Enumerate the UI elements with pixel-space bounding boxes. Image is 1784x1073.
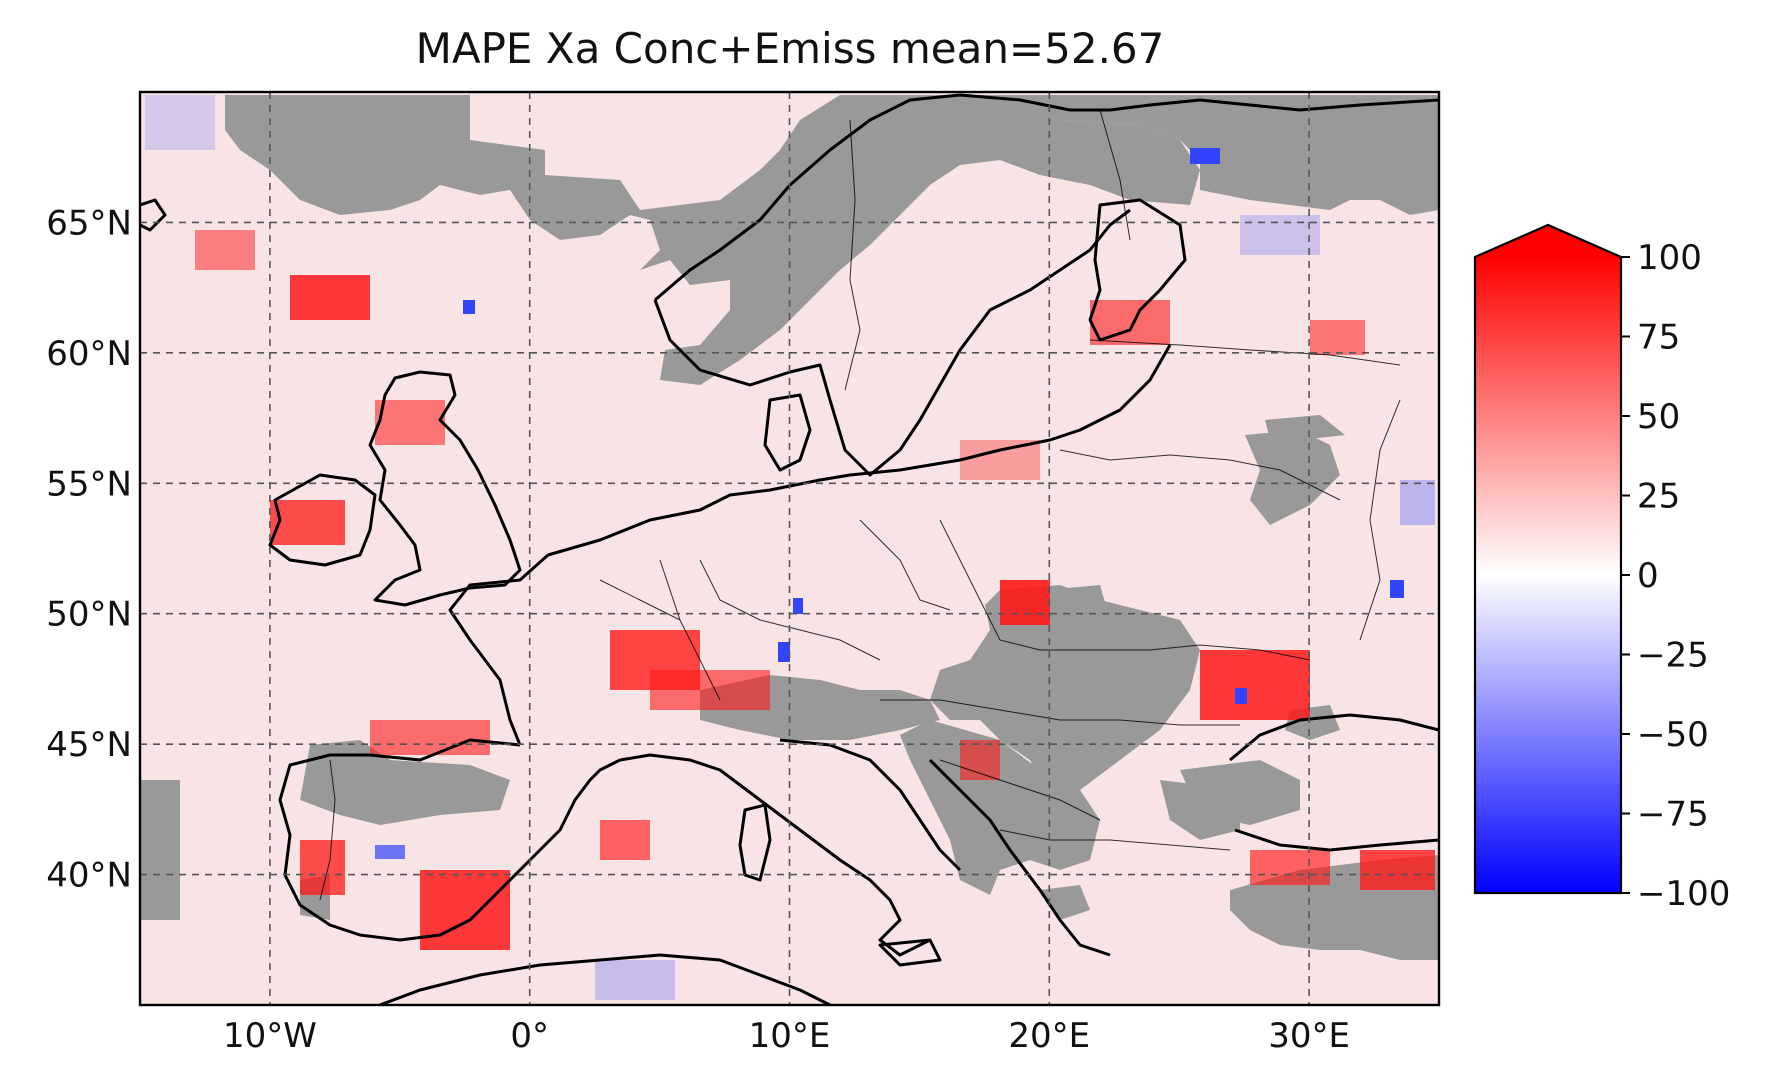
colorbar-tick-label: −25	[1637, 636, 1709, 676]
lat-tick-label: 40°N	[46, 856, 132, 896]
colorbar-ticks: 100 75 50 25 0 −25 −50 −75 −100	[1621, 238, 1730, 914]
lat-tick-label: 65°N	[46, 203, 132, 243]
high-mape-areas	[195, 230, 1435, 950]
missing-data-baltic-small	[1265, 415, 1345, 440]
colorbar-tick-label: 75	[1637, 318, 1680, 358]
colorbar-gradient	[1475, 257, 1621, 893]
mape-field	[140, 92, 1439, 1005]
missing-data-iberia-north	[300, 740, 510, 825]
colorbar-tick-label: 25	[1637, 477, 1680, 517]
negative-bias-areas	[145, 95, 1435, 1000]
lon-tick-label: 10°W	[223, 1016, 317, 1056]
lat-tick-label: 60°N	[46, 334, 132, 374]
colorbar-tick-label: −75	[1637, 795, 1709, 835]
colorbar-tick-label: 50	[1637, 397, 1680, 437]
coastlines	[140, 93, 1439, 1005]
missing-data-ukraine-south	[1160, 780, 1240, 840]
map-title: MAPE Xa Conc+Emiss mean=52.67	[415, 24, 1165, 73]
colorbar-extend-arrow	[1475, 225, 1621, 257]
map-panel: 10°W 0° 10°E 20°E 30°E 40°N 45°N 50°N 55°N 60°N 6…	[46, 90, 1441, 1056]
lat-tick-label: 50°N	[46, 595, 132, 635]
missing-data-baltic-east	[1060, 95, 1439, 215]
colorbar: 100 75 50 25 0 −25 −50 −75 −100	[1473, 223, 1730, 914]
lon-tick-label: 30°E	[1268, 1016, 1350, 1056]
country-borders	[319, 109, 1401, 901]
latitude-labels: 40°N 45°N 50°N 55°N 60°N 65°N	[46, 203, 132, 895]
colorbar-tick-label: −100	[1637, 874, 1730, 914]
missing-data-belarus	[1245, 430, 1340, 525]
lon-tick-label: 10°E	[749, 1016, 831, 1056]
missing-data-carpathians	[930, 585, 1200, 800]
missing-data-greece	[1040, 885, 1090, 920]
lat-tick-label: 55°N	[46, 464, 132, 504]
lon-tick-label: 0°	[510, 1016, 549, 1056]
lon-tick-label: 20°E	[1008, 1016, 1090, 1056]
colorbar-tick-label: 0	[1637, 556, 1659, 596]
missing-data-atlantic-west	[140, 780, 180, 920]
longitude-labels: 10°W 0° 10°E 20°E 30°E	[223, 1016, 1350, 1056]
colorbar-tick-label: −50	[1637, 715, 1709, 755]
gridlines	[140, 92, 1439, 1005]
missing-data-norway-sea	[225, 95, 1200, 385]
colorbar-tick-label: 100	[1637, 238, 1702, 278]
lat-tick-label: 45°N	[46, 725, 132, 765]
map-frame	[138, 90, 1441, 1007]
